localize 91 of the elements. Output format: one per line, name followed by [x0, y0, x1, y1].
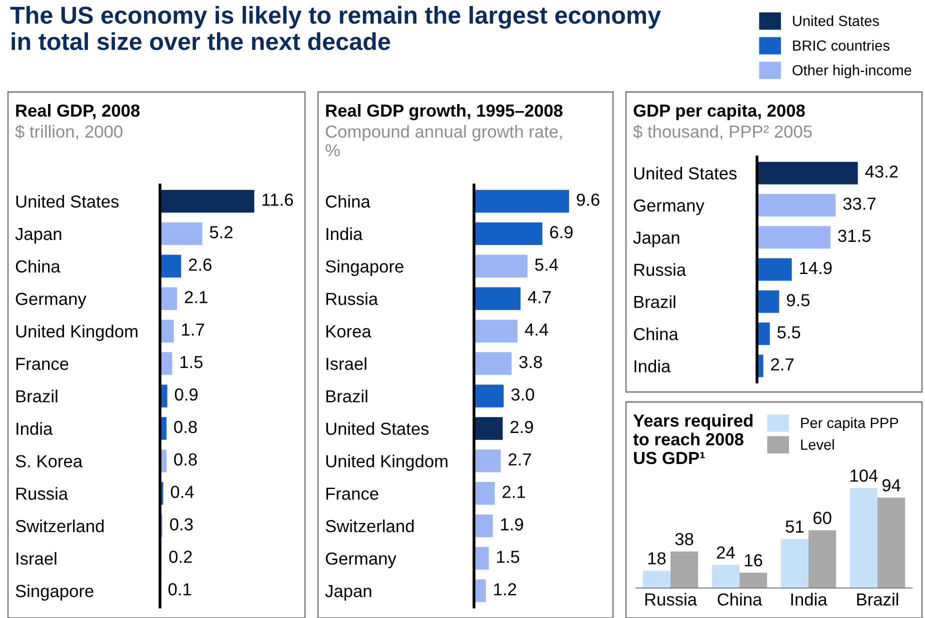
y-tick-label: India — [16, 422, 53, 435]
data-label: 0.9 — [174, 388, 198, 401]
data-label: 2.1 — [502, 486, 526, 498]
data-label: 9.5 — [786, 294, 810, 306]
chart-title: GDP per capita, 2008 — [634, 104, 805, 120]
x-tick-label: China — [718, 592, 762, 606]
x-tick-label: India — [791, 592, 828, 606]
data-label: 0.8 — [174, 453, 197, 466]
x-tick-label: Russia — [645, 592, 698, 606]
y-tick-label: Brazil — [326, 390, 368, 402]
legend-label: Level — [801, 439, 834, 450]
data-label: 38 — [675, 532, 694, 546]
y-tick-label: Germany — [634, 199, 704, 216]
y-tick-label: France — [326, 488, 378, 500]
y-tick-label: Russia — [16, 487, 68, 500]
data-label: 1.5 — [497, 550, 520, 563]
y-tick-label: Singapore — [16, 584, 94, 601]
data-label: 6.9 — [550, 226, 573, 238]
legend-label: United States — [793, 15, 879, 26]
y-tick-label: China — [326, 194, 370, 208]
data-label: 4.4 — [524, 324, 548, 336]
y-tick-label: India — [326, 227, 363, 240]
data-label: 1.2 — [494, 583, 516, 596]
y-tick-label: China — [634, 327, 678, 340]
data-label: 94 — [882, 479, 900, 492]
data-label: 5.4 — [535, 258, 558, 271]
y-tick-label: Japan — [15, 228, 62, 244]
legend-label: Other high-income — [792, 64, 912, 78]
y-tick-label: Germany — [326, 552, 396, 568]
data-label: 4.7 — [528, 291, 551, 304]
y-tick-label: Israel — [16, 552, 56, 565]
y-tick-label: India — [634, 360, 671, 372]
y-tick-label: Germany — [16, 292, 86, 309]
data-label: 3.8 — [519, 356, 542, 368]
data-label: 5.5 — [777, 326, 800, 338]
y-tick-label: France — [16, 358, 68, 370]
chart-title: Real GDP, 2008 — [16, 104, 140, 120]
y-tick-label: China — [16, 260, 60, 273]
y-tick-label: United States — [16, 194, 119, 208]
chart-title: Real GDP growth, 1995–2008 — [326, 104, 563, 120]
legend-label: BRIC countries — [793, 40, 890, 51]
y-tick-label: Russia — [326, 292, 378, 306]
data-label: 31.5 — [838, 230, 871, 242]
data-label: 1.7 — [182, 324, 204, 336]
data-label: 43.2 — [865, 165, 898, 178]
data-label: 104 — [850, 469, 878, 482]
y-tick-label: Brazil — [16, 390, 58, 402]
data-label: 18 — [648, 552, 666, 564]
legend-label: Per capita PPP — [801, 417, 898, 431]
data-label: 14.9 — [800, 262, 832, 274]
data-label: 3.0 — [511, 388, 534, 401]
y-tick-label: S. Korea — [16, 455, 83, 468]
data-label: 1.9 — [501, 518, 524, 531]
chart-subtitle: $ trillion, 2000 — [15, 124, 122, 140]
y-tick-label: United Kingdom — [16, 324, 138, 341]
y-tick-label: Japan — [633, 232, 680, 248]
y-tick-label: Brazil — [634, 295, 676, 308]
data-label: 2.7 — [771, 358, 794, 370]
y-tick-label: Singapore — [326, 260, 404, 276]
x-tick-label: Brazil — [857, 592, 898, 606]
y-tick-label: Switzerland — [326, 520, 414, 532]
data-label: 5.2 — [210, 226, 232, 238]
data-label: 0.1 — [168, 583, 192, 596]
data-label: 0.8 — [174, 420, 197, 434]
data-label: 24 — [716, 546, 735, 559]
chart-subtitle: $ thousand, PPP² 2005 — [633, 124, 812, 140]
data-label: 2.7 — [508, 453, 531, 466]
y-tick-label: Korea — [326, 325, 372, 338]
data-label: 33.7 — [843, 198, 876, 210]
data-label: 11.6 — [262, 194, 293, 206]
data-label: 16 — [744, 554, 762, 566]
data-label: 0.4 — [170, 486, 194, 498]
y-tick-label: United States — [326, 422, 429, 435]
data-label: 0.3 — [170, 518, 193, 531]
data-label: 0.2 — [169, 550, 192, 563]
data-label: 51 — [786, 520, 804, 533]
y-tick-label: Russia — [634, 263, 686, 276]
chart-title: Years required to reach 2008 US GDP¹ — [633, 414, 752, 464]
chart-subtitle: Compound annual growth rate, % — [326, 125, 562, 156]
y-tick-label: United States — [634, 166, 737, 180]
data-label: 2.9 — [510, 420, 533, 434]
y-tick-label: Israel — [326, 357, 366, 370]
y-tick-label: Switzerland — [16, 520, 104, 532]
data-label: 2.1 — [184, 290, 208, 304]
y-tick-label: United Kingdom — [326, 454, 448, 471]
text: The US economy is likely to remain the largest economy in total size over the next decade — [10, 6, 661, 50]
data-label: 2.6 — [188, 258, 212, 271]
data-label: 9.6 — [576, 194, 600, 206]
data-label: 1.5 — [180, 356, 203, 368]
data-label: 60 — [814, 512, 832, 524]
y-tick-label: Japan — [325, 585, 372, 601]
